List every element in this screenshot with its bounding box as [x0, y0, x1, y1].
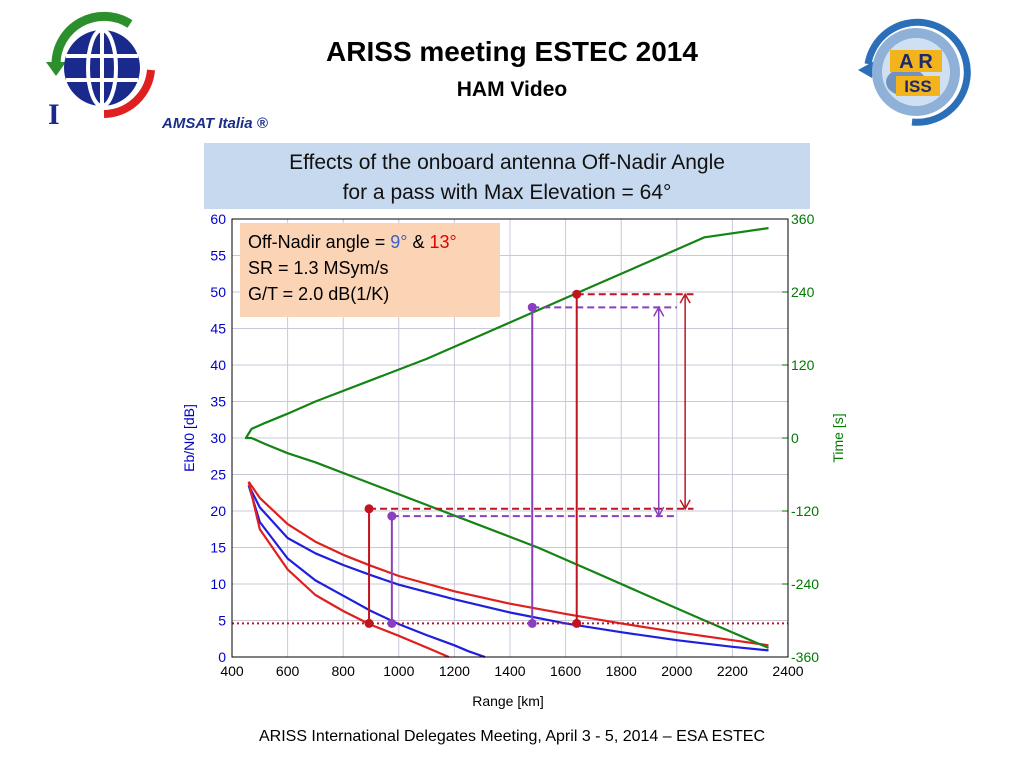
chart-axes: Range [km] Eb/N0 [dB] Time [s] 400 600 800… [181, 211, 846, 709]
chart-curves [244, 227, 769, 659]
y2-tick-label: -360 [791, 649, 819, 665]
y-tick-label: 50 [210, 284, 226, 300]
curve-red-lower [247, 481, 450, 659]
y-tick-label: 25 [210, 467, 226, 483]
curve-red-upper [247, 481, 769, 647]
legend-box: Off-Nadir angle = 9° & 13° SR = 1.3 MSym… [240, 223, 500, 317]
banner-line-1: Effects of the onboard antenna Off-Nadir… [289, 151, 725, 174]
x-tick-label: 1800 [606, 663, 637, 679]
chart-banner: Effects of the onboard antenna Off-Nadir… [204, 143, 810, 209]
y2-axis-label: Time [s] [830, 413, 846, 462]
y-tick-label: 40 [210, 357, 226, 373]
y2-tick-label: -240 [791, 576, 819, 592]
x-tick-label: 2000 [661, 663, 692, 679]
legend-amp: & [407, 232, 430, 252]
plot-frame [231, 218, 789, 658]
ariss-logo: A R ISS [858, 18, 971, 126]
y-tick-label: 5 [218, 613, 226, 629]
arrow-head-bottom [679, 499, 691, 511]
marker-point-high [572, 289, 582, 299]
amsat-letter: I [48, 98, 60, 130]
y-tick-label: 60 [210, 211, 226, 227]
curve-blue-upper [247, 484, 769, 652]
arrow-head-top [653, 305, 665, 317]
x-tick-label: 1400 [494, 663, 525, 679]
legend-line-sr: SR = 1.3 MSym/s [248, 258, 389, 278]
chart-markers [232, 289, 788, 628]
y-tick-label: 10 [210, 576, 226, 592]
banner-line-2: for a pass with Max Elevation = 64° [342, 181, 672, 204]
y-tick-label: 15 [210, 540, 226, 556]
amsat-italia-logo: I [46, 11, 155, 130]
page-subtitle: HAM Video [456, 78, 568, 101]
y-tick-label: 30 [210, 430, 226, 446]
legend-angle-9: 9° [390, 232, 408, 252]
y-tick-label: 0 [218, 649, 226, 665]
amsat-caption: AMSAT Italia ® [162, 115, 268, 132]
footer-text: ARISS International Delegates Meeting, A… [258, 728, 766, 745]
y-tick-label: 35 [210, 394, 226, 410]
legend-angle-prefix: Off-Nadir angle = [248, 232, 391, 252]
legend-line-gt: G/T = 2.0 dB(1/K) [248, 284, 390, 304]
y-tick-label: 55 [210, 248, 226, 264]
x-tick-label: 600 [276, 663, 300, 679]
x-tick-label: 2200 [717, 663, 748, 679]
y2-tick-label: 120 [791, 357, 815, 373]
marker-point-high [364, 504, 374, 514]
x-tick-label: 800 [332, 663, 356, 679]
marker-point-low [387, 618, 397, 628]
y-axis-label: Eb/N0 [dB] [181, 404, 197, 472]
y-tick-label: 45 [210, 321, 226, 337]
y2-tick-label: 0 [791, 430, 799, 446]
marker-point-low [527, 618, 537, 628]
arrow-head-top [679, 292, 691, 304]
marker-point-high [387, 511, 397, 521]
legend-line-angles: Off-Nadir angle = 9° & 13° [248, 229, 492, 255]
legend-angle-13: 13° [429, 232, 457, 252]
x-tick-label: 1600 [550, 663, 581, 679]
curve-blue-lower [247, 485, 486, 659]
x-tick-label: 2400 [772, 663, 803, 679]
marker-point-high [527, 302, 537, 312]
marker-point-low [572, 618, 582, 628]
page-title: ARISS meeting ESTEC 2014 [326, 36, 698, 67]
y2-tick-label: -120 [791, 503, 819, 519]
curve-time-green [244, 227, 769, 649]
ariss-top-letters: A R [899, 51, 933, 73]
x-axis-label: Range [km] [472, 693, 544, 709]
y2-tick-label: 360 [791, 211, 815, 227]
y2-tick-label: 240 [791, 284, 815, 300]
y-tick-label: 20 [210, 503, 226, 519]
x-tick-label: 400 [220, 663, 244, 679]
marker-point-low [364, 618, 374, 628]
ariss-bottom-letters: ISS [904, 77, 931, 96]
x-tick-label: 1000 [383, 663, 414, 679]
arrow-head-bottom [653, 506, 665, 518]
x-tick-label: 1200 [439, 663, 470, 679]
